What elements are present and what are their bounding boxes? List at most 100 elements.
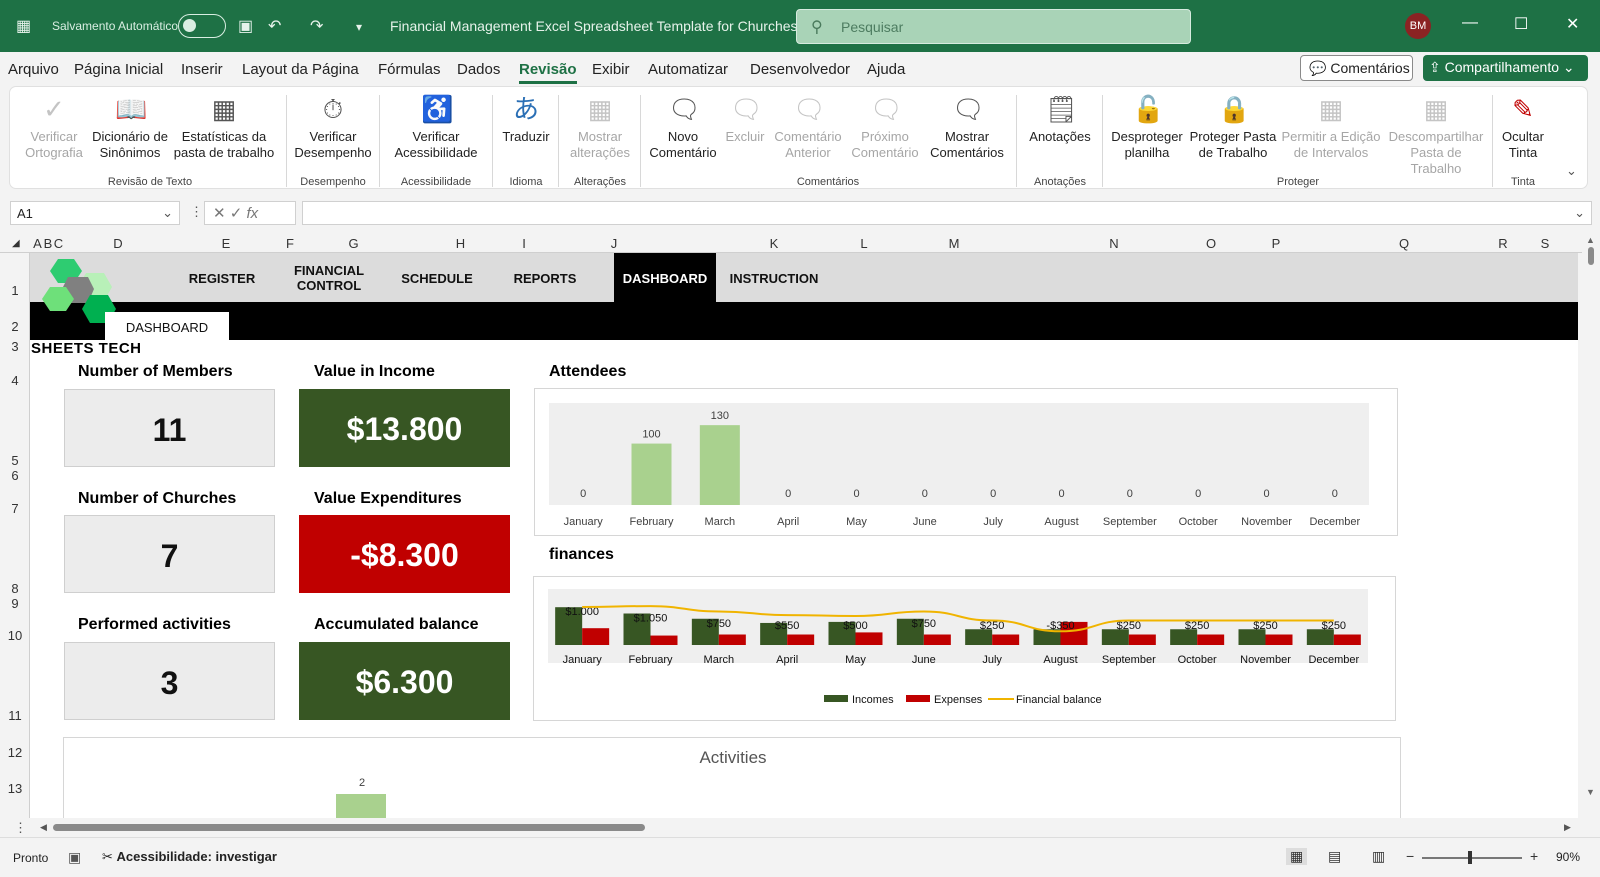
translate-button[interactable]: あ Traduzir	[500, 93, 552, 145]
close-icon[interactable]: ✕	[1566, 16, 1580, 33]
row-header[interactable]: 2	[11, 319, 19, 334]
fx-icon[interactable]: fx	[246, 205, 259, 222]
tab-automatizar[interactable]: Automatizar	[648, 61, 729, 78]
enter-icon[interactable]: ✓	[229, 205, 243, 222]
column-header[interactable]: L	[860, 236, 868, 251]
row-header[interactable]: 8	[11, 581, 19, 596]
column-header[interactable]: E	[221, 236, 231, 251]
column-header[interactable]: F	[286, 236, 294, 251]
nav-instruction[interactable]: INSTRUCTION	[729, 271, 819, 286]
scroll-left-icon[interactable]: ◀	[40, 822, 47, 832]
spelling-button[interactable]: ✓ Verificar Ortografia	[20, 93, 88, 161]
nav-schedule[interactable]: SCHEDULE	[401, 271, 473, 286]
column-header[interactable]: K	[769, 236, 779, 251]
normal-view-icon[interactable]: ▦	[1286, 848, 1308, 865]
vertical-scrollbar[interactable]: ▲ ▼	[1582, 233, 1600, 818]
column-header[interactable]: B	[43, 236, 53, 251]
column-header[interactable]: R	[1498, 236, 1508, 251]
unshare-workbook-button[interactable]: ▦ Descompartilhar Pasta de Trabalho	[1384, 93, 1488, 177]
column-header[interactable]: M	[948, 236, 960, 251]
row-header[interactable]: 12	[7, 745, 23, 760]
sheet-options-icon[interactable]: ⋮	[14, 820, 27, 835]
autosave-toggle[interactable]	[178, 14, 226, 38]
column-header[interactable]: N	[1109, 236, 1119, 251]
zoom-level[interactable]: 90%	[1556, 850, 1581, 864]
zoom-in-icon[interactable]: +	[1530, 848, 1539, 864]
select-all-icon[interactable]: ◢	[12, 238, 20, 249]
tab-arquivo[interactable]: Arquivo	[8, 61, 59, 78]
previous-comment-button[interactable]: 🗨 Comentário Anterior	[770, 93, 846, 161]
name-box[interactable]: A1 ⌄	[10, 201, 180, 225]
vertical-scroll-thumb[interactable]	[1588, 247, 1594, 265]
formula-input[interactable]: ⌄	[302, 201, 1592, 225]
check-accessibility-button[interactable]: ♿ Verificar Acessibilidade	[388, 93, 484, 161]
show-comments-button[interactable]: 🗨 Mostrar Comentários	[924, 93, 1010, 161]
column-header[interactable]: I	[522, 236, 526, 251]
column-header[interactable]: A	[33, 236, 42, 251]
column-header[interactable]: P	[1271, 236, 1281, 251]
next-comment-button[interactable]: 🗨 Próximo Comentário	[848, 93, 922, 161]
column-header[interactable]: S	[1540, 236, 1550, 251]
scroll-right-icon[interactable]: ▶	[1564, 822, 1571, 832]
allow-edit-ranges-button[interactable]: ▦ Permitir a Edição de Intervalos	[1280, 93, 1382, 161]
tab-ajuda[interactable]: Ajuda	[867, 61, 906, 78]
horizontal-scroll-thumb[interactable]	[53, 824, 645, 831]
hide-ink-button[interactable]: ✎ Ocultar Tinta	[1498, 93, 1548, 161]
column-header[interactable]: Q	[1398, 236, 1410, 251]
column-header[interactable]: H	[455, 236, 466, 251]
undo-icon[interactable]: ↶	[268, 18, 282, 35]
unprotect-sheet-button[interactable]: 🔓 Desproteger planilha	[1108, 93, 1186, 161]
tab-formulas[interactable]: Fórmulas	[378, 61, 441, 78]
column-header[interactable]: J	[610, 236, 618, 251]
nav-reports[interactable]: REPORTS	[513, 271, 577, 286]
column-header[interactable]: C	[53, 236, 64, 251]
thesaurus-button[interactable]: 📖 Dicionário de Sinônimos	[90, 93, 170, 161]
row-header[interactable]: 13	[7, 781, 23, 796]
customize-toolbar-icon[interactable]: ▾	[356, 20, 363, 34]
redo-icon[interactable]: ↷	[310, 18, 324, 35]
tab-layout[interactable]: Layout da Página	[242, 61, 359, 78]
expand-formula-icon[interactable]: ⌄	[1574, 205, 1585, 220]
more-options-icon[interactable]: ⋮	[190, 204, 203, 219]
column-header[interactable]: O	[1205, 236, 1217, 251]
tab-desenvolvedor[interactable]: Desenvolvedor	[750, 61, 851, 78]
accessibility-status[interactable]: ✂ Acessibilidade: investigar	[102, 849, 277, 865]
search-box[interactable]: ⚲ Pesquisar	[796, 9, 1191, 44]
collapse-ribbon-icon[interactable]: ⌄	[1566, 163, 1577, 178]
zoom-slider[interactable]	[1422, 857, 1522, 859]
nav-register[interactable]: REGISTER	[188, 271, 256, 286]
nav-financial-control[interactable]: FINANCIAL CONTROL	[293, 263, 365, 293]
row-header[interactable]: 5	[11, 453, 19, 468]
column-header[interactable]: G	[348, 236, 359, 251]
horizontal-scrollbar[interactable]: ⋮ ◀ ▶	[0, 818, 1600, 837]
tab-inserir[interactable]: Inserir	[181, 61, 223, 78]
workbook-stats-button[interactable]: ▦ Estatísticas da pasta de trabalho	[172, 93, 276, 161]
maximize-icon[interactable]: ☐	[1514, 16, 1529, 33]
zoom-out-icon[interactable]: −	[1406, 848, 1415, 864]
show-changes-button[interactable]: ▦ Mostrar alterações	[564, 93, 636, 161]
row-header[interactable]: 3	[11, 339, 19, 354]
check-performance-button[interactable]: ⏱ Verificar Desempenho	[294, 93, 372, 161]
row-header[interactable]: 10	[7, 628, 23, 643]
share-button[interactable]: ⇪ Compartilhamento ⌄	[1423, 55, 1588, 81]
tab-pagina-inicial[interactable]: Página Inicial	[74, 61, 164, 78]
delete-comment-button[interactable]: 🗨 Excluir	[722, 93, 768, 145]
column-header[interactable]: D	[113, 236, 123, 251]
chevron-down-icon[interactable]: ⌄	[162, 205, 173, 220]
notes-button[interactable]: 🗒 Anotações	[1022, 93, 1098, 145]
macro-record-icon[interactable]: ▣	[68, 849, 82, 865]
protect-workbook-button[interactable]: 🔒 Proteger Pasta de Trabalho	[1188, 93, 1278, 161]
row-header[interactable]: 7	[11, 501, 19, 516]
row-header[interactable]: 1	[11, 283, 19, 298]
scroll-down-icon[interactable]: ▼	[1586, 787, 1595, 797]
scroll-up-icon[interactable]: ▲	[1586, 235, 1595, 245]
save-icon[interactable]: ▣	[238, 18, 254, 35]
row-header[interactable]: 9	[11, 596, 19, 611]
zoom-slider-thumb[interactable]	[1468, 851, 1472, 864]
cancel-icon[interactable]: ✕	[213, 205, 226, 222]
nav-dashboard[interactable]: DASHBOARD	[614, 253, 716, 302]
tab-dados[interactable]: Dados	[457, 61, 501, 78]
minimize-icon[interactable]: —	[1462, 14, 1478, 31]
tab-exibir[interactable]: Exibir	[592, 61, 630, 78]
tab-revisao[interactable]: Revisão	[519, 61, 577, 84]
